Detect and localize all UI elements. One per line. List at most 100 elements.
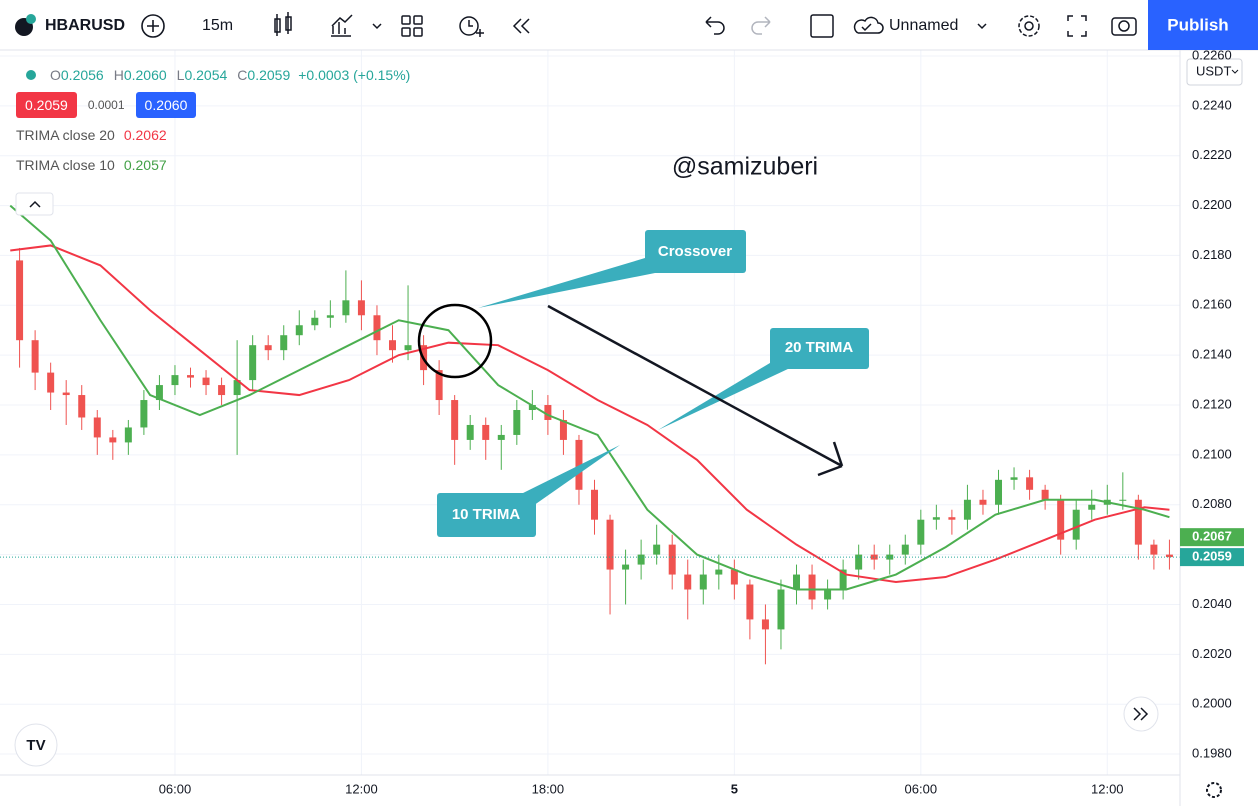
candle-body [839, 569, 847, 590]
crossover-circle [417, 303, 493, 379]
collapse-icon [29, 200, 41, 208]
candle-body [451, 400, 459, 440]
settings-button[interactable] [1206, 782, 1222, 798]
candle-body [326, 315, 334, 318]
x-tick-label: 06:00 [905, 781, 938, 796]
candle-body [187, 375, 194, 378]
y-tick-label: 0.2200 [1192, 197, 1232, 212]
toolbar [0, 0, 1258, 50]
ohlc-label: O [50, 67, 61, 83]
candle-body [1119, 499, 1127, 501]
plot [0, 204, 1180, 665]
y-tick-label: 0.2140 [1192, 347, 1232, 362]
y-tick-label: 0.2040 [1192, 596, 1232, 611]
candle-body [979, 499, 987, 505]
candle-body [466, 424, 474, 440]
candle-body [761, 619, 769, 630]
toolbar-icons[interactable] [274, 12, 1137, 38]
candle-body [1134, 499, 1142, 545]
candle-body [637, 554, 645, 565]
candle-body [963, 499, 971, 520]
candle-body [591, 489, 599, 520]
candle-body [295, 325, 303, 336]
candle-body [746, 584, 754, 620]
candle-body [1026, 477, 1034, 490]
callout-pointer [478, 258, 660, 308]
candle-body [528, 405, 536, 411]
candle-body [544, 405, 552, 420]
candle-body [233, 380, 241, 396]
publish-button[interactable] [1148, 0, 1258, 50]
price-label-box [1180, 548, 1244, 567]
symbol[interactable]: HBARUSD [45, 17, 125, 34]
candle-body [793, 574, 801, 590]
candle-body [622, 564, 630, 570]
y-tick-label: 0.2220 [1192, 147, 1232, 162]
candle-body [653, 544, 661, 555]
candle-body [1041, 489, 1049, 500]
candle-body [218, 385, 226, 396]
trend-arrow [547, 304, 844, 477]
indicator-value: 0.2057 [123, 157, 167, 173]
interval[interactable]: 15m [202, 17, 233, 34]
y-tick-label: 0.2020 [1192, 646, 1232, 661]
y-tick-label: 0.2180 [1192, 247, 1232, 262]
candle-body [31, 340, 39, 373]
indicator-value: 0.2062 [123, 127, 167, 143]
y-tick-label: 0.2260 [1192, 47, 1232, 62]
chevron [1231, 69, 1239, 74]
layout-name[interactable]: Unnamed [889, 17, 958, 34]
x-tick-label: 5 [731, 781, 738, 796]
collapse-button[interactable] [15, 192, 54, 216]
y-tick-label: 0.2080 [1192, 496, 1232, 511]
candle-body [109, 437, 117, 443]
callout-pointer [658, 360, 790, 430]
ohlc-label: H [113, 67, 124, 83]
compare-button[interactable] [141, 14, 165, 38]
ask[interactable]: 0.2060 [135, 92, 197, 118]
candle-body [886, 554, 894, 560]
tv-logo-mark: TV [26, 737, 45, 754]
ohlc-label: C [237, 67, 248, 83]
candle-body [482, 424, 490, 440]
publish-label[interactable]: Publish [1167, 15, 1228, 34]
ohlc-value: 0.2056 [60, 67, 104, 83]
change: +0.0003 (+0.15%) [298, 67, 411, 83]
y-tick-label: 0.1980 [1192, 745, 1232, 760]
candle-body [280, 335, 288, 351]
candle-body [1010, 477, 1018, 480]
candle-body [1088, 504, 1096, 510]
candle-body [1165, 554, 1173, 558]
candle-body [264, 345, 272, 351]
callout-box [437, 493, 536, 537]
tv-logo[interactable] [14, 723, 58, 767]
candle-body [777, 589, 785, 630]
ohlc-label: L [176, 67, 185, 83]
scroll-icon [1133, 707, 1149, 721]
candle-body [995, 479, 1003, 505]
indicators: TRIMA close 20 0.2062 TRIMA close 10 0.2057 [16, 120, 410, 180]
y-tick-label: 0.2240 [1192, 97, 1232, 112]
currency[interactable]: USDT [1196, 63, 1231, 78]
candle-body [16, 260, 24, 341]
candle-body [948, 517, 956, 520]
candle-body [684, 574, 692, 590]
currency-button[interactable] [1186, 58, 1243, 86]
trima-line [9, 204, 1170, 591]
x-tick-label: 12:00 [345, 781, 378, 796]
candle-body [901, 544, 909, 555]
candle-body [1072, 509, 1080, 540]
candle-body [824, 589, 832, 600]
candle-body [699, 574, 707, 590]
watermark: @samizuberi [672, 153, 818, 181]
candle-body [202, 377, 210, 386]
callout-text: 20 TRIMA [785, 339, 854, 356]
indicator-name: TRIMA close 20 [16, 127, 115, 143]
candle-body [47, 372, 55, 393]
candle-body [171, 375, 179, 386]
candle-body [917, 519, 925, 545]
bid[interactable]: 0.2059 [16, 92, 77, 118]
spread: 0.0001 [87, 98, 125, 112]
price-label: 0.2059 [1192, 549, 1232, 564]
